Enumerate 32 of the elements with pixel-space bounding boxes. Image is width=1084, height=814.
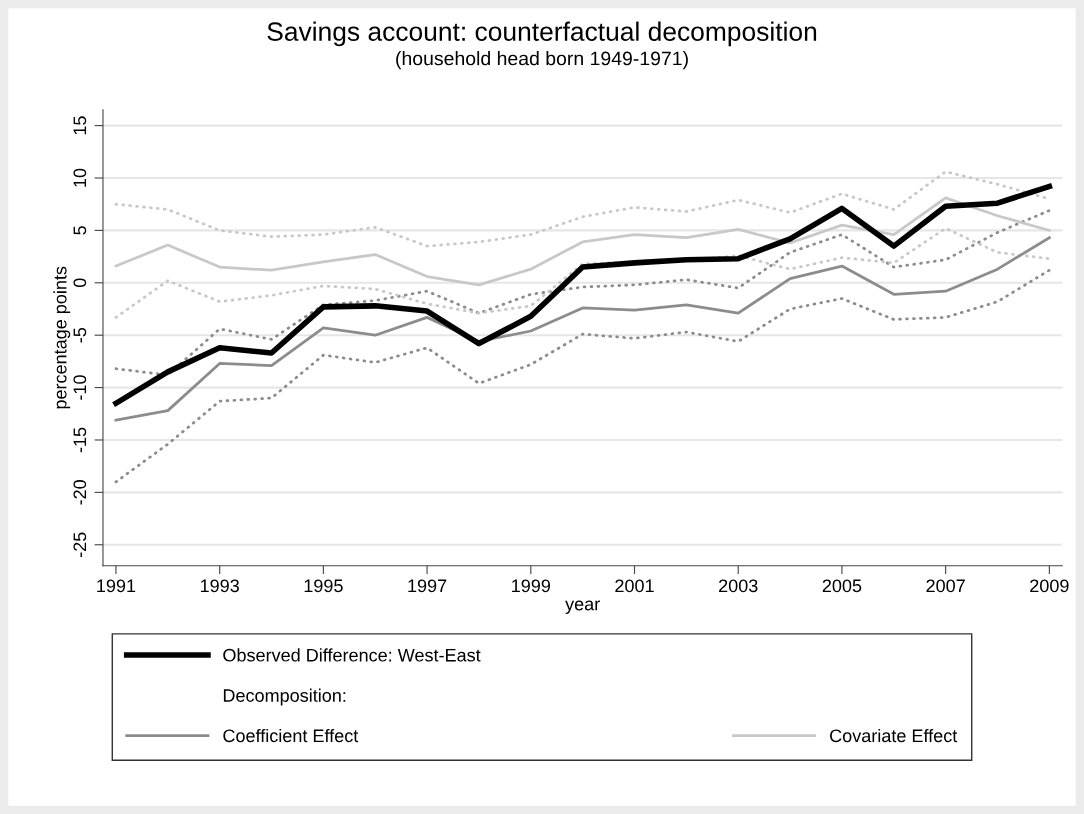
y-tick-label: -25 bbox=[73, 532, 87, 558]
y-tick-label: -10 bbox=[73, 375, 87, 400]
y-axis-title: percentage points bbox=[53, 266, 71, 409]
y-tick-label: 10 bbox=[73, 168, 87, 187]
chart-subtitle: (household head born 1949-1971) bbox=[396, 51, 688, 70]
y-tick-label: -15 bbox=[73, 427, 87, 453]
line-series bbox=[114, 268, 1051, 484]
line-series bbox=[114, 209, 1051, 377]
x-tick-label: 2001 bbox=[615, 579, 654, 593]
y-tick-label: 15 bbox=[73, 116, 87, 135]
y-tick-label: -5 bbox=[73, 327, 87, 343]
x-tick-label: 1997 bbox=[408, 579, 447, 593]
legend-label: Observed Difference: West-East bbox=[223, 648, 481, 662]
y-tick-label: -20 bbox=[73, 480, 87, 505]
x-tick-label: 1995 bbox=[304, 579, 343, 593]
x-tick-label: 1991 bbox=[97, 579, 136, 593]
line-series bbox=[114, 196, 1051, 287]
line-series bbox=[114, 236, 1051, 422]
legend-label: Covariate Effect bbox=[830, 728, 958, 743]
x-tick-label: 1999 bbox=[512, 579, 551, 593]
x-tick-label: 2003 bbox=[719, 579, 758, 593]
x-tick-label: 2005 bbox=[822, 579, 862, 593]
y-tick-label: 5 bbox=[73, 226, 87, 235]
x-tick-label: 2009 bbox=[1030, 579, 1069, 593]
line-series bbox=[114, 226, 1051, 319]
legend-label: Coefficient Effect bbox=[223, 728, 359, 743]
chart-title: Savings account: counterfactual decomposition bbox=[267, 21, 817, 47]
x-tick-label: 1993 bbox=[200, 579, 239, 593]
y-tick-label: 0 bbox=[73, 278, 87, 288]
text: Decomposition: bbox=[223, 688, 346, 706]
x-axis-title: year bbox=[565, 600, 600, 614]
x-tick-label: 2007 bbox=[926, 579, 965, 593]
